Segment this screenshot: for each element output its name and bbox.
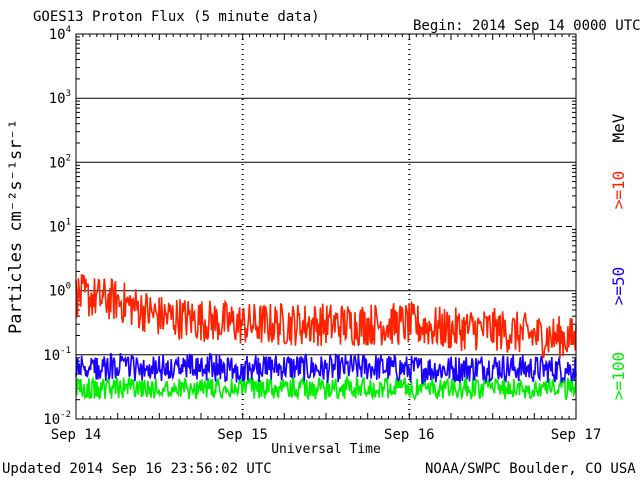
series-line-ge50	[75, 352, 577, 385]
series-line-ge100	[75, 374, 577, 401]
series-line-ge10	[75, 274, 577, 360]
legend-ge100: >=100	[609, 352, 628, 400]
plot-frame	[75, 33, 577, 420]
x-tick-label: Sep 14	[51, 427, 102, 443]
chart-title: GOES13 Proton Flux (5 minute data)	[33, 9, 320, 25]
y-tick-label: 101	[49, 218, 71, 236]
y-tick-label: 102	[49, 153, 71, 171]
x-tick-label: Sep 15	[217, 427, 268, 443]
legend-ge50: >=50	[609, 267, 628, 306]
y-tick-label: 100	[49, 282, 71, 300]
x-tick-label: Sep 17	[551, 427, 602, 443]
legend-ge10: >=10	[609, 171, 628, 210]
y-axis-label: Particles cm⁻²s⁻¹sr⁻¹	[6, 119, 26, 334]
x-axis-label: Universal Time	[271, 442, 381, 457]
begin-time: Begin: 2014 Sep 14 0000 UTC	[413, 18, 640, 34]
credit: NOAA/SWPC Boulder, CO USA	[425, 461, 636, 477]
legend-unit: MeV	[609, 113, 628, 142]
x-tick-label: Sep 16	[384, 427, 435, 443]
update-time: Updated 2014 Sep 16 23:56:02 UTC	[2, 461, 272, 477]
y-tick-label: 10-2	[43, 410, 71, 428]
y-tick-label: 103	[49, 89, 71, 107]
y-tick-label: 104	[49, 25, 71, 43]
y-tick-label: 10-1	[43, 346, 71, 364]
